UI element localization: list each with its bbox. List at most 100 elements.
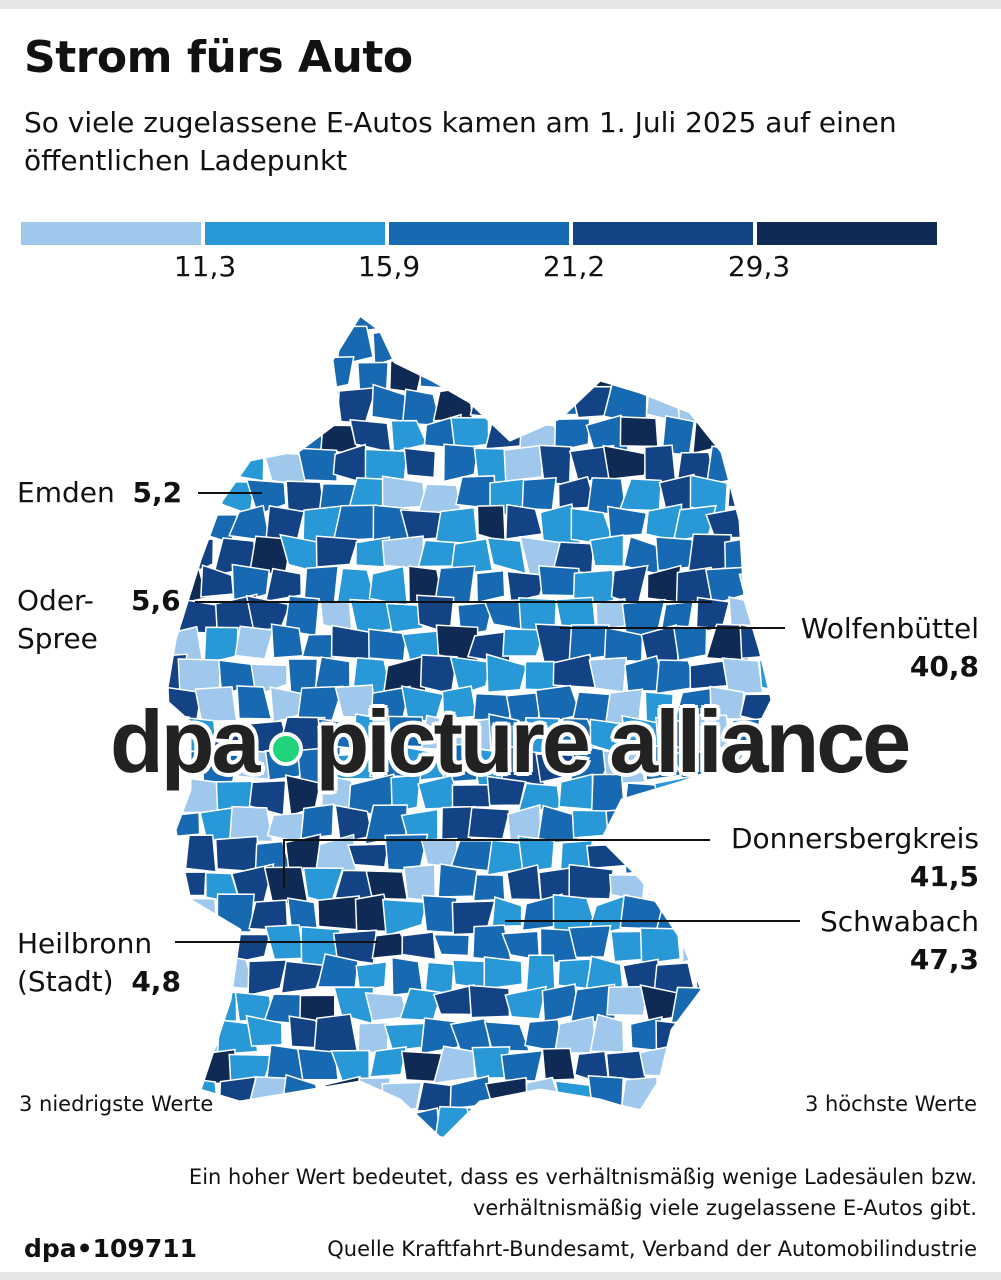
district-region xyxy=(505,389,542,427)
district-region xyxy=(517,782,562,813)
district-region xyxy=(305,389,341,422)
district-region xyxy=(553,417,591,453)
callout-name: Emden xyxy=(17,476,115,509)
district-region xyxy=(504,985,547,1020)
district-region xyxy=(385,602,425,634)
district-region xyxy=(449,656,492,696)
district-region xyxy=(365,1109,405,1140)
legend-tick: 15,9 xyxy=(357,250,421,283)
district-region xyxy=(606,505,648,538)
district-region xyxy=(646,867,680,897)
district-region xyxy=(488,362,522,393)
district-region xyxy=(405,1107,442,1140)
watermark: dpa picture alliance xyxy=(110,692,911,792)
district-region xyxy=(282,315,326,332)
district-region xyxy=(681,928,710,964)
district-region xyxy=(357,1022,390,1055)
district-region xyxy=(216,315,257,336)
district-region xyxy=(491,896,523,928)
district-region xyxy=(728,903,767,932)
district-region xyxy=(203,927,235,962)
district-region xyxy=(500,1049,544,1082)
district-region xyxy=(216,1019,259,1056)
district-region xyxy=(483,956,524,990)
district-region xyxy=(231,563,271,605)
bottom-bar xyxy=(0,1272,1001,1280)
district-region xyxy=(432,1045,476,1085)
highest-heading: 3 höchste Werte xyxy=(804,1092,977,1116)
district-region xyxy=(165,1134,180,1140)
callout-name: Schwabach xyxy=(819,905,979,938)
district-region xyxy=(525,954,556,994)
graphic-id: dpa•109711 xyxy=(24,1234,198,1263)
watermark-text: dpa xyxy=(110,692,260,791)
district-region xyxy=(262,393,305,427)
district-region xyxy=(387,315,428,334)
district-region xyxy=(235,390,273,426)
district-region xyxy=(450,538,494,575)
district-region xyxy=(218,1076,257,1115)
district-region xyxy=(300,803,335,840)
district-region xyxy=(236,749,273,781)
district-region xyxy=(179,483,218,510)
district-region xyxy=(165,508,206,542)
district-region xyxy=(572,323,613,365)
color-legend xyxy=(21,222,937,245)
district-region xyxy=(186,353,224,393)
district-region xyxy=(165,315,186,334)
top-bar xyxy=(0,0,1001,9)
district-region xyxy=(781,925,818,963)
district-region xyxy=(758,1077,772,1117)
district-region xyxy=(556,315,590,330)
district-region xyxy=(627,315,662,334)
district-region xyxy=(255,355,290,397)
explanation-line: verhältnismäßig viele zugelassene E-Auto… xyxy=(472,1196,977,1220)
district-region xyxy=(234,625,275,660)
district-region xyxy=(368,565,409,607)
district-region xyxy=(228,504,271,543)
district-region xyxy=(640,326,683,361)
district-region xyxy=(369,1046,408,1078)
callout-value: 4,8 xyxy=(131,965,181,998)
district-region xyxy=(724,953,769,995)
district-region xyxy=(507,328,542,364)
district-region xyxy=(537,387,578,416)
district-region xyxy=(451,783,491,808)
district-region xyxy=(432,933,471,957)
callout-name: Donnersbergkreis xyxy=(730,822,979,855)
district-region xyxy=(483,1020,531,1052)
district-region xyxy=(165,353,187,393)
district-region xyxy=(777,331,818,364)
district-region xyxy=(262,333,309,367)
callout-name: Spree xyxy=(17,622,98,655)
district-region xyxy=(778,446,813,486)
district-region xyxy=(721,657,764,695)
district-region xyxy=(672,812,716,841)
district-region xyxy=(466,1106,511,1140)
district-region xyxy=(279,364,326,391)
district-region xyxy=(467,806,511,840)
district-region xyxy=(654,833,692,866)
district-region xyxy=(757,355,772,396)
district-region xyxy=(184,834,217,873)
page-title: Strom fürs Auto xyxy=(24,32,413,83)
district-region xyxy=(475,569,506,604)
subtitle: So viele zugelassene E-Autos kamen am 1.… xyxy=(24,106,897,177)
district-region xyxy=(639,927,682,965)
district-region xyxy=(317,895,360,931)
district-region xyxy=(332,504,378,542)
district-region xyxy=(301,633,341,660)
district-region xyxy=(296,324,333,357)
district-region xyxy=(424,961,455,996)
district-region xyxy=(760,315,772,336)
district-region xyxy=(541,1047,576,1082)
district-region xyxy=(522,362,563,389)
district-region xyxy=(336,386,378,424)
district-region xyxy=(658,1080,699,1115)
district-region xyxy=(739,505,772,547)
district-region xyxy=(198,451,241,486)
district-region xyxy=(603,1108,642,1140)
district-region xyxy=(214,835,259,873)
district-region xyxy=(390,773,422,814)
district-region xyxy=(705,391,748,426)
